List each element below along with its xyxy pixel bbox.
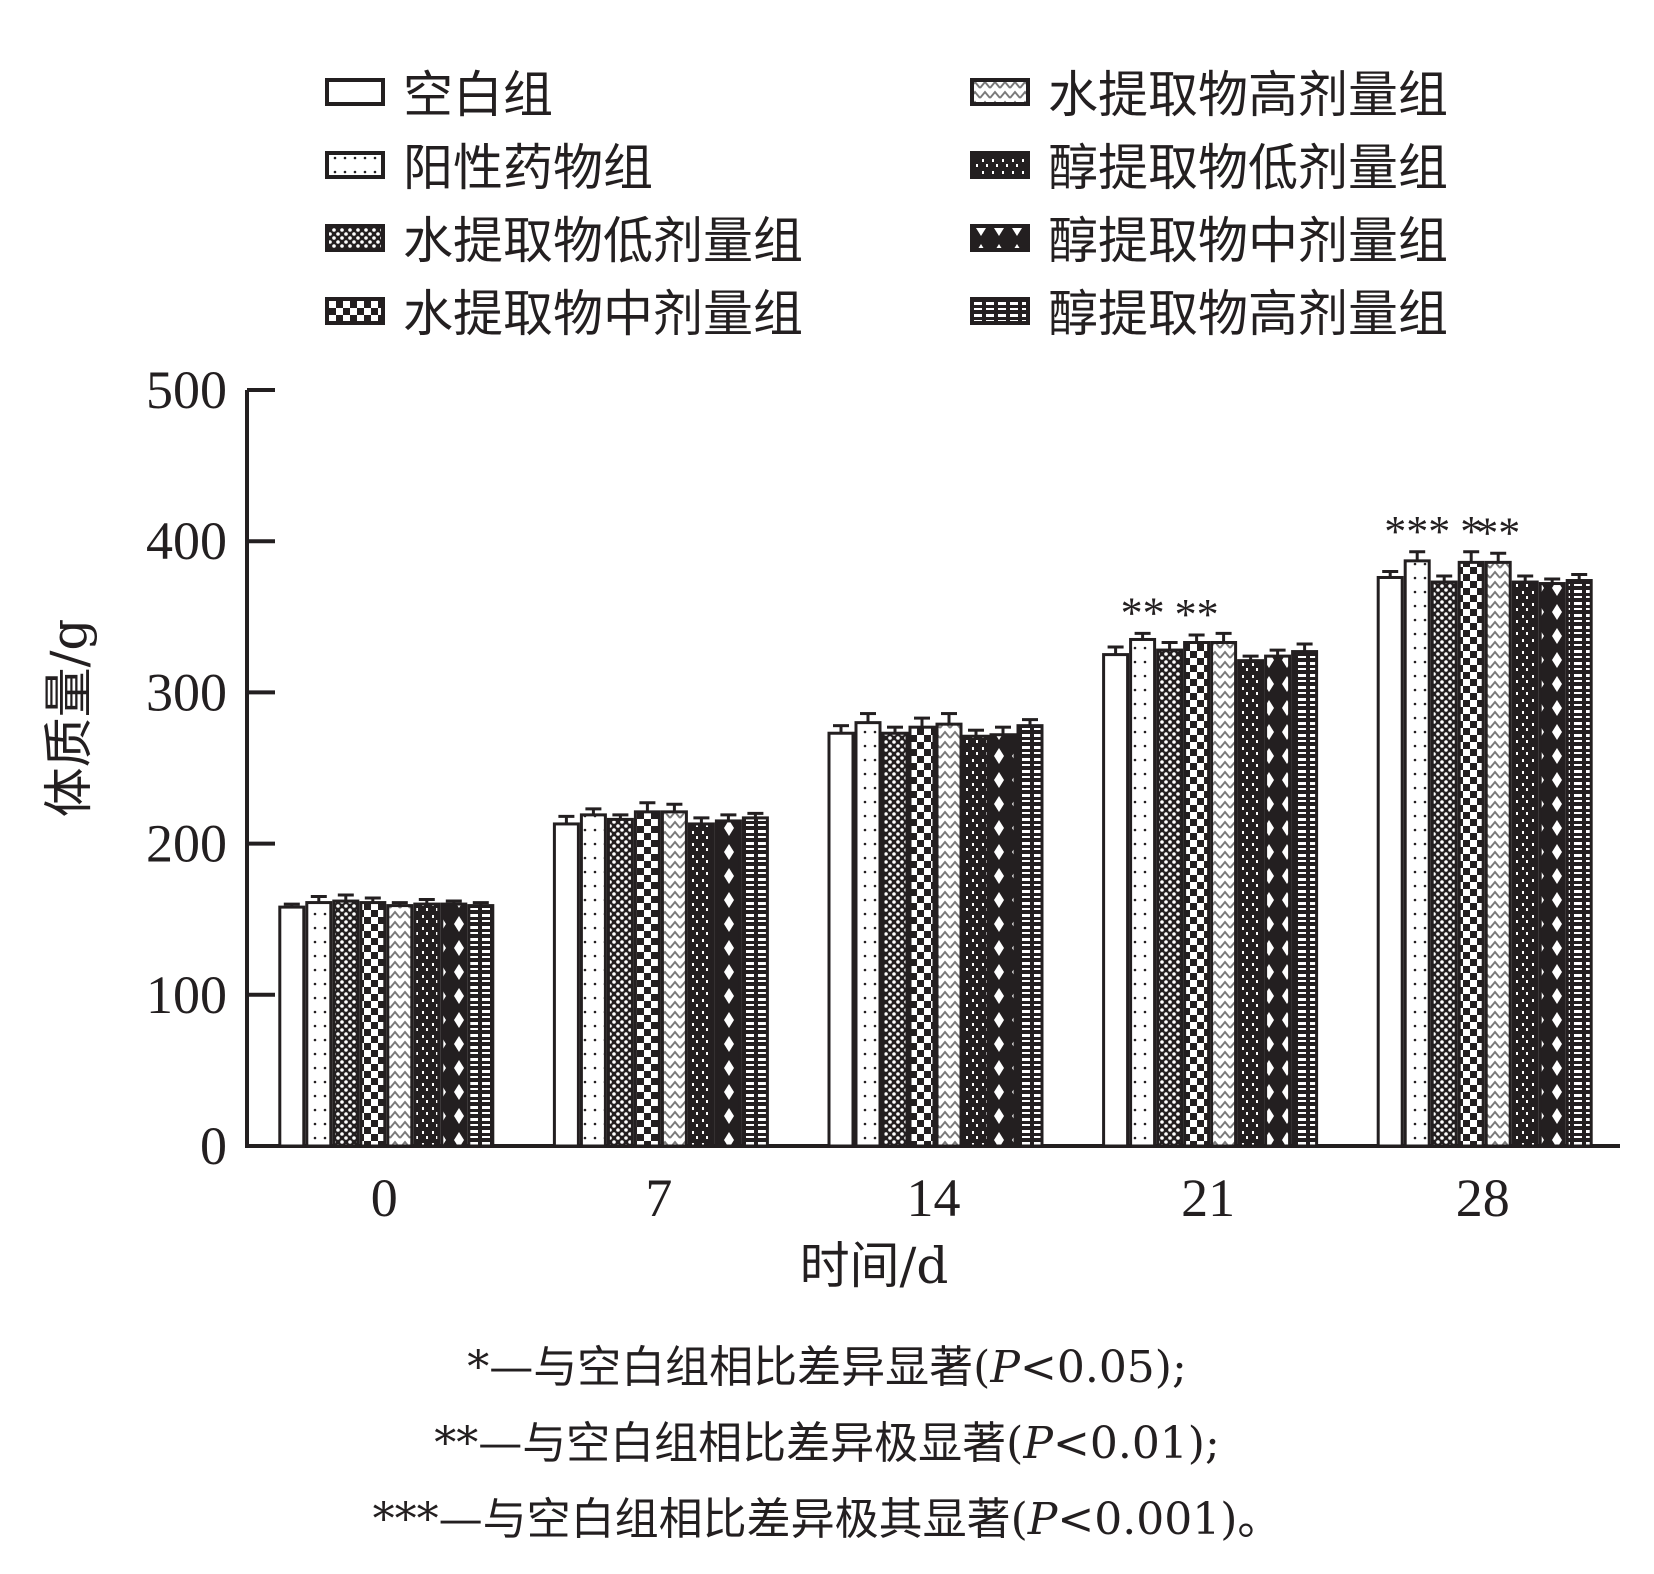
bar: [962, 734, 990, 1148]
legend-label: 醇提取物低剂量组: [1048, 139, 1448, 197]
note-p: P: [1027, 1494, 1058, 1545]
y-tick-label: 100: [146, 965, 227, 1025]
legend-label: 水提取物低剂量组: [403, 212, 803, 270]
bar: [1237, 659, 1265, 1148]
note-text: —与空白组相比差异显著(: [489, 1342, 991, 1393]
bar: [1129, 637, 1157, 1148]
y-tick-label: 0: [200, 1116, 227, 1176]
bar: [1403, 559, 1431, 1148]
bar: [552, 822, 580, 1148]
legend-label: 阳性药物组: [403, 139, 653, 197]
note-stars: *: [467, 1342, 490, 1393]
note-stars: ***: [372, 1494, 439, 1545]
bar: [660, 810, 688, 1148]
legend-swatch: [970, 78, 1030, 106]
bar: [413, 902, 441, 1148]
x-tick-label: 14: [907, 1168, 961, 1228]
note-text: —与空白组相比差异极显著(: [478, 1418, 1024, 1469]
bar: [332, 899, 360, 1148]
legend-swatch: [325, 297, 385, 325]
bar: [1102, 653, 1130, 1148]
y-tick-label: 400: [146, 511, 227, 571]
bar: [1291, 650, 1319, 1148]
significance-mark: **: [1175, 590, 1219, 639]
bar: [1264, 654, 1292, 1148]
bar: [827, 731, 855, 1148]
bar: [579, 813, 607, 1148]
bar: [1430, 580, 1458, 1148]
bar: [687, 822, 715, 1148]
bar: [1511, 580, 1539, 1148]
legend-swatch: [325, 151, 385, 179]
legend-swatch: [970, 151, 1030, 179]
bar: [989, 733, 1017, 1148]
x-axis-title: 时间/d: [800, 1237, 949, 1295]
note-line-1: *—与空白组相比差异显著(P<0.05);: [0, 1330, 1654, 1406]
note-stars: **: [434, 1418, 479, 1469]
bar: [1565, 579, 1593, 1148]
note-p: P: [990, 1342, 1020, 1393]
y-tick-label: 200: [146, 814, 227, 874]
note-text: —与空白组相比差异极其显著(: [438, 1494, 1028, 1545]
legend-swatch: [325, 78, 385, 106]
bar: [935, 722, 963, 1148]
bar: [633, 810, 661, 1148]
significance-mark: *: [1460, 507, 1482, 556]
note-line-3: ***—与空白组相比差异极其显著(P<0.001)。: [0, 1482, 1654, 1558]
bar: [908, 725, 936, 1148]
legend-label: 醇提取物中剂量组: [1048, 212, 1448, 270]
note-value: <0.01);: [1052, 1418, 1220, 1469]
legend-label: 醇提取物高剂量组: [1048, 285, 1448, 343]
legend-label: 水提取物中剂量组: [403, 285, 803, 343]
bar: [1376, 575, 1404, 1148]
significance-mark: **: [1121, 588, 1165, 637]
bar: [1484, 560, 1512, 1148]
y-tick-label: 300: [146, 662, 227, 722]
bar: [741, 816, 769, 1148]
bar: [714, 819, 742, 1148]
bar: [1156, 648, 1184, 1148]
bar: [1016, 724, 1044, 1148]
bar: [359, 901, 387, 1148]
significance-notes: *—与空白组相比差异显著(P<0.05); **—与空白组相比差异极显著(P<0…: [0, 1330, 1654, 1558]
bar: [1538, 582, 1566, 1148]
x-tick-label: 7: [645, 1168, 672, 1228]
note-p: P: [1023, 1418, 1053, 1469]
legend-swatch: [325, 224, 385, 252]
note-line-2: **—与空白组相比差异极显著(P<0.01);: [0, 1406, 1654, 1482]
legend-swatch: [970, 297, 1030, 325]
bar: [278, 905, 306, 1148]
bar: [386, 904, 414, 1148]
bar: [1210, 641, 1238, 1148]
bar: [305, 901, 333, 1148]
bar: [1183, 641, 1211, 1148]
x-tick-label: 0: [371, 1168, 398, 1228]
significance-mark: ***: [1384, 507, 1450, 556]
note-value: <0.05);: [1019, 1342, 1187, 1393]
x-tick-label: 28: [1456, 1168, 1510, 1228]
y-axis-title: 体质量/g: [40, 619, 98, 818]
y-tick-label: 500: [146, 360, 227, 420]
bar: [854, 721, 882, 1148]
bar: [467, 904, 495, 1148]
legend-label: 空白组: [403, 66, 553, 124]
significance-mark: **: [1476, 508, 1520, 557]
note-value: <0.001)。: [1057, 1494, 1282, 1545]
bar: [881, 731, 909, 1148]
bar: [1457, 560, 1485, 1148]
legend-swatch: [970, 224, 1030, 252]
legend-label: 水提取物高剂量组: [1048, 66, 1448, 124]
x-tick-label: 21: [1181, 1168, 1235, 1228]
bar: [606, 817, 634, 1148]
bar: [440, 902, 468, 1148]
